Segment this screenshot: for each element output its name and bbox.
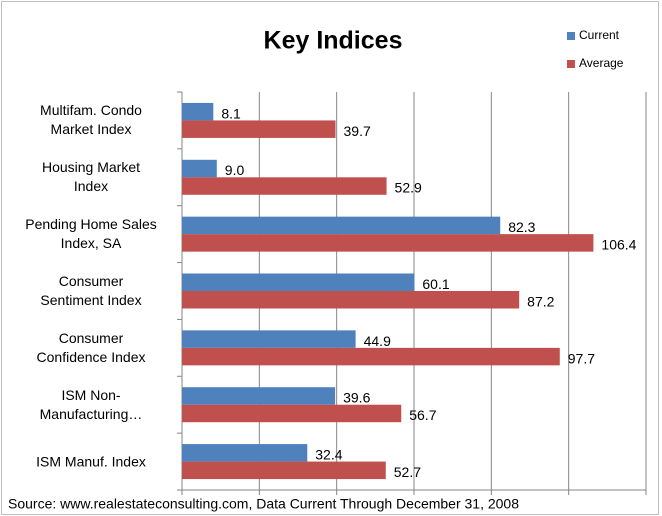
legend-label: Average bbox=[579, 56, 624, 70]
y-tick-label: Pending Home Sales Index, SA bbox=[25, 216, 157, 252]
data-label: 87.2 bbox=[527, 293, 554, 309]
bar bbox=[182, 234, 594, 252]
bar bbox=[182, 120, 336, 138]
bar bbox=[182, 404, 402, 423]
y-tick-label: Consumer Sentiment Index bbox=[40, 273, 142, 308]
data-label: 8.1 bbox=[221, 105, 241, 121]
chart-title: Key Indices bbox=[264, 27, 403, 55]
bar bbox=[182, 102, 214, 121]
bar bbox=[182, 177, 387, 195]
data-label: 9.0 bbox=[225, 162, 245, 178]
data-label: 82.3 bbox=[508, 219, 535, 235]
data-label: 44.9 bbox=[364, 333, 391, 349]
y-tick-label: ISM Manuf. Index bbox=[36, 453, 146, 470]
legend-swatch bbox=[567, 60, 575, 68]
legend-label: Current bbox=[579, 28, 620, 42]
data-label: 60.1 bbox=[422, 276, 449, 292]
data-label: 97.7 bbox=[568, 350, 595, 366]
bar bbox=[182, 330, 356, 348]
data-label: 39.6 bbox=[343, 390, 370, 406]
data-label: 52.7 bbox=[394, 464, 421, 480]
y-tick-label: Housing Market Index bbox=[41, 159, 141, 195]
source-note: Source: www.realestateconsulting.com, Da… bbox=[8, 496, 519, 512]
bar bbox=[182, 291, 520, 309]
bar bbox=[182, 159, 217, 178]
data-label: 52.9 bbox=[395, 180, 422, 196]
bar bbox=[182, 273, 415, 291]
bar bbox=[182, 387, 336, 405]
bar bbox=[182, 444, 308, 462]
data-label: 106.4 bbox=[601, 237, 636, 253]
y-tick-label: ISM Non- Manufacturing… bbox=[39, 386, 143, 422]
bar bbox=[182, 216, 501, 235]
data-label: 56.7 bbox=[409, 407, 436, 423]
data-label: 32.4 bbox=[315, 447, 342, 463]
y-tick-label: Multifam. Condo Market Index bbox=[40, 102, 142, 138]
legend-swatch bbox=[567, 32, 575, 40]
bar bbox=[182, 347, 560, 366]
data-label: 39.7 bbox=[344, 123, 371, 139]
y-tick-label: Consumer Confidence Index bbox=[36, 329, 146, 365]
bar bbox=[182, 461, 386, 480]
